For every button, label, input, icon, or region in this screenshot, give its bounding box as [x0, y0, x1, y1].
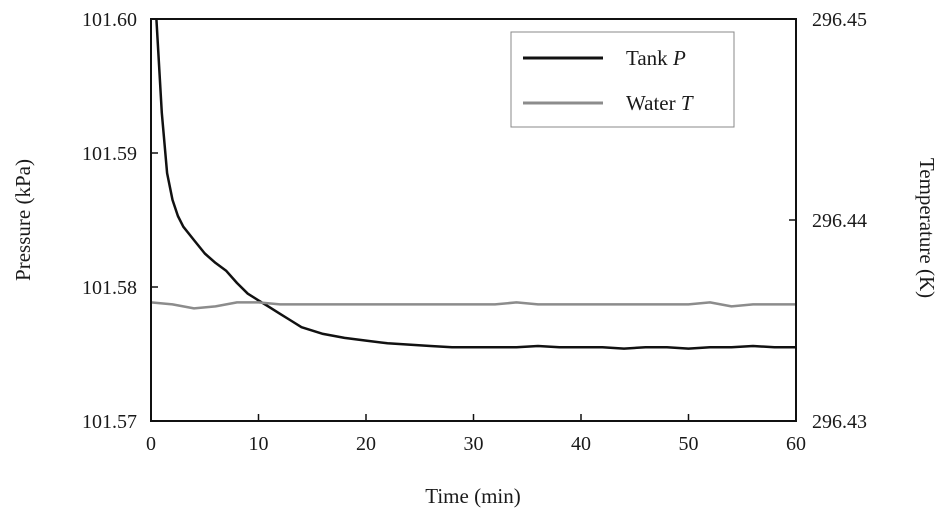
y-right-tick-label: 296.44 [812, 210, 867, 232]
x-tick-label: 30 [464, 433, 484, 455]
series-line-water-t [150, 301, 796, 310]
y-left-tick-label: 101.59 [82, 143, 137, 165]
legend-label-tank-p: Tank P [626, 46, 686, 70]
y-axis-right-label: Temperature (K) [915, 158, 939, 298]
y-left-tick-label: 101.60 [82, 9, 137, 31]
y-left-tick-label: 101.58 [82, 277, 137, 299]
legend: Tank P Water T [510, 31, 735, 128]
x-axis-label: Time (min) [425, 484, 520, 508]
legend-box [510, 31, 735, 128]
legend-label-water-t: Water T [626, 91, 694, 115]
y-left-tick-label: 101.57 [82, 411, 137, 433]
y-right-tick-label: 296.45 [812, 9, 867, 31]
x-tick-label: 60 [786, 433, 806, 455]
x-tick-label: 20 [356, 433, 376, 455]
series-line-tank-p [155, 18, 796, 350]
x-tick-label: 10 [249, 433, 269, 455]
y-axis-left-label: Pressure (kPa) [11, 159, 35, 281]
x-tick-label: 50 [679, 433, 699, 455]
x-tick-label: 40 [571, 433, 591, 455]
x-tick-label: 0 [146, 433, 156, 455]
y-right-tick-label: 296.43 [812, 411, 867, 433]
